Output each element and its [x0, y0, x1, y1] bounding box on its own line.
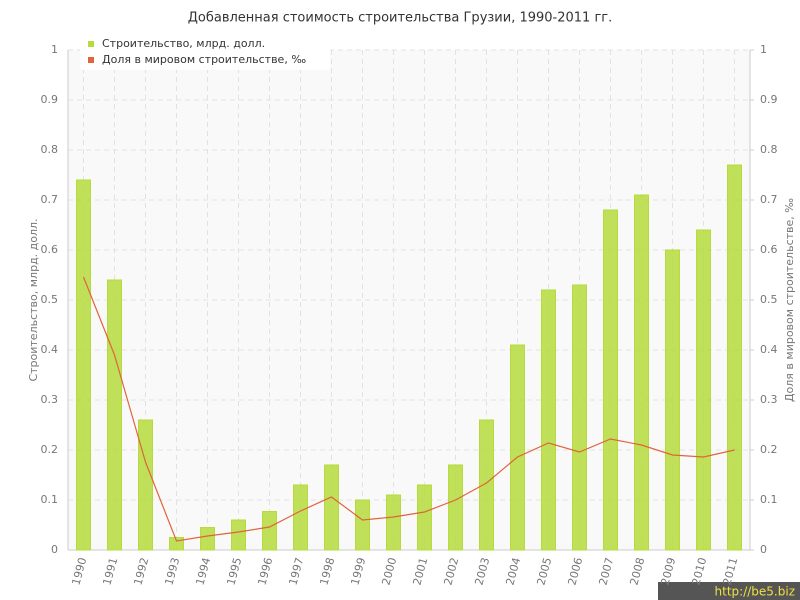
bar: [417, 484, 432, 551]
y2-tick-label: 1: [760, 43, 767, 56]
x-tick-label: 1990: [69, 556, 89, 586]
bar: [231, 519, 246, 551]
legend-marker: [88, 41, 94, 47]
y-tick-label: 0.4: [41, 343, 59, 356]
bar: [541, 289, 556, 551]
x-tick-label: 2000: [379, 556, 399, 586]
y-tick-label: 0.6: [41, 243, 59, 256]
bar: [634, 194, 649, 551]
bar: [138, 419, 153, 551]
bar: [479, 419, 494, 551]
y-tick-label: 0.9: [41, 93, 59, 106]
x-tick-label: 2006: [565, 556, 585, 586]
x-tick-label: 1996: [255, 556, 275, 586]
bar: [448, 464, 463, 551]
x-tick-label: 2004: [503, 556, 523, 586]
y-tick-label: 0.8: [41, 143, 59, 156]
chart-title: Добавленная стоимость строительства Груз…: [188, 11, 613, 26]
y2-tick-label: 0.5: [760, 293, 778, 306]
y-tick-label: 0.7: [41, 193, 59, 206]
bar: [355, 499, 370, 551]
legend-marker: [88, 57, 94, 63]
y2-tick-label: 0: [760, 543, 767, 556]
watermark: http://be5.biz: [715, 585, 795, 599]
y2-tick-label: 0.9: [760, 93, 778, 106]
bar: [386, 494, 401, 551]
bar: [603, 209, 618, 551]
x-tick-label: 2008: [627, 556, 647, 586]
y-tick-label: 0.3: [41, 393, 59, 406]
x-tick-label: 1994: [193, 556, 213, 586]
x-tick-label: 1999: [348, 556, 368, 586]
y2-tick-label: 0.4: [760, 343, 778, 356]
bar: [572, 284, 587, 551]
bar: [324, 464, 339, 551]
x-tick-label: 2007: [596, 556, 616, 586]
legend-label: Доля в мировом строительстве, ‰: [102, 53, 306, 66]
bar: [200, 527, 215, 551]
y-tick-label: 0.2: [41, 443, 59, 456]
y-tick-label: 0.5: [41, 293, 59, 306]
y2-tick-label: 0.6: [760, 243, 778, 256]
x-tick-label: 1993: [162, 556, 182, 586]
y-tick-label: 0.1: [41, 493, 59, 506]
bar: [107, 279, 122, 551]
line: [82, 276, 735, 542]
bar: [727, 164, 742, 551]
legend-box: [80, 36, 330, 70]
x-tick-label: 2005: [534, 556, 554, 586]
y2-tick-label: 0.8: [760, 143, 778, 156]
x-tick-label: 1995: [224, 556, 244, 586]
legend: Строительство, млрд. долл. Доля в мировом…: [80, 36, 330, 70]
x-tick-label: 1992: [131, 556, 151, 586]
y2-tick-label: 0.1: [760, 493, 778, 506]
y2-axis-label: Доля в мировом строительстве, ‰: [783, 198, 796, 402]
watermark-bg: [658, 582, 800, 600]
y-axis-label: Строительство, млрд. долл.: [27, 218, 40, 381]
bar: [696, 229, 711, 551]
bar: [510, 344, 525, 551]
x-tick-label: 1997: [286, 556, 306, 586]
bar: [293, 484, 308, 551]
x-tick-label: 1998: [317, 556, 337, 586]
x-tick-label: 2003: [472, 556, 492, 586]
y2-tick-label: 0.2: [760, 443, 778, 456]
y-tick-label: 1: [51, 43, 58, 56]
y-tick-label: 0: [51, 543, 58, 556]
y2-tick-label: 0.3: [760, 393, 778, 406]
bar: [76, 179, 91, 551]
legend-label: Строительство, млрд. долл.: [102, 37, 265, 50]
y2-tick-label: 0.7: [760, 193, 778, 206]
bar: [665, 249, 680, 551]
bar: [262, 511, 277, 551]
x-tick-label: 1991: [100, 556, 120, 586]
x-tick-label: 2001: [410, 556, 430, 586]
x-tick-label: 2002: [441, 556, 461, 586]
